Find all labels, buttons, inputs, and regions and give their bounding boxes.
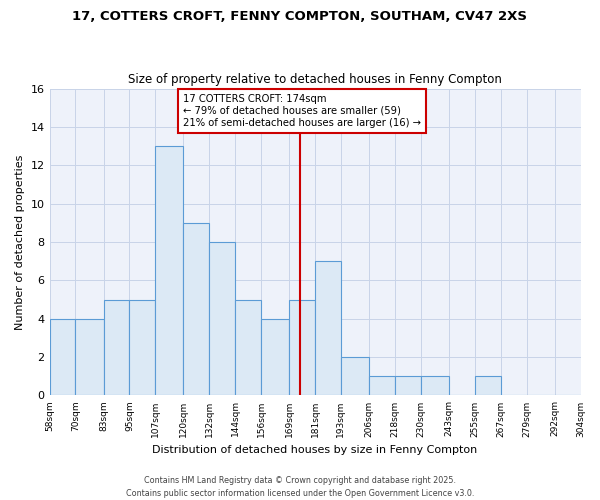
Text: 17, COTTERS CROFT, FENNY COMPTON, SOUTHAM, CV47 2XS: 17, COTTERS CROFT, FENNY COMPTON, SOUTHA… — [73, 10, 527, 23]
Bar — [209, 242, 235, 396]
Bar — [289, 300, 315, 396]
Bar — [369, 376, 395, 396]
Bar — [76, 318, 104, 396]
Bar — [421, 376, 449, 396]
Bar — [475, 376, 500, 396]
Bar — [395, 376, 421, 396]
Bar — [235, 300, 261, 396]
Text: 17 COTTERS CROFT: 174sqm
← 79% of detached houses are smaller (59)
21% of semi-d: 17 COTTERS CROFT: 174sqm ← 79% of detach… — [184, 94, 421, 128]
Bar — [130, 300, 155, 396]
Bar — [315, 261, 341, 396]
Title: Size of property relative to detached houses in Fenny Compton: Size of property relative to detached ho… — [128, 73, 502, 86]
Bar — [341, 357, 369, 396]
X-axis label: Distribution of detached houses by size in Fenny Compton: Distribution of detached houses by size … — [152, 445, 478, 455]
Text: Contains HM Land Registry data © Crown copyright and database right 2025.
Contai: Contains HM Land Registry data © Crown c… — [126, 476, 474, 498]
Bar — [261, 318, 289, 396]
Bar — [104, 300, 130, 396]
Y-axis label: Number of detached properties: Number of detached properties — [15, 154, 25, 330]
Bar — [184, 223, 209, 396]
Bar — [50, 318, 76, 396]
Bar — [155, 146, 184, 396]
